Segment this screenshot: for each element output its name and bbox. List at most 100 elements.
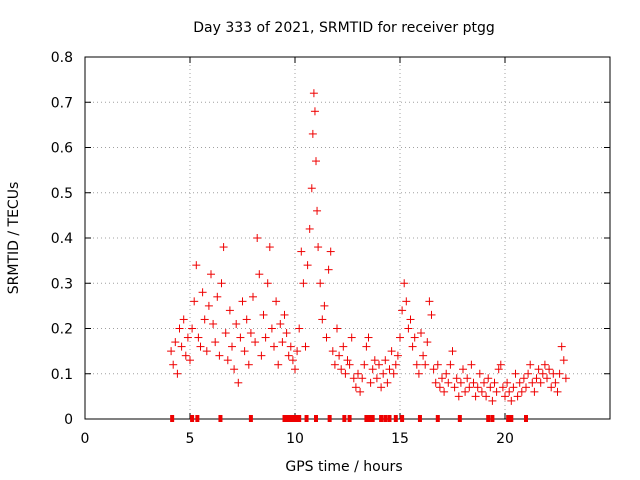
data-point <box>261 333 270 342</box>
y-tick-label: 0.2 <box>51 322 73 338</box>
data-point <box>450 383 459 392</box>
data-point <box>223 356 232 365</box>
data-point <box>225 306 234 315</box>
data-point <box>295 324 304 333</box>
y-tick-label: 0.6 <box>51 141 73 157</box>
data-point <box>553 387 562 396</box>
gap-marker <box>195 415 200 422</box>
gap-marker <box>400 415 405 422</box>
data-point <box>421 360 430 369</box>
data-point <box>412 360 421 369</box>
data-point <box>293 347 302 356</box>
data-point <box>381 356 390 365</box>
data-point <box>213 292 222 301</box>
data-point <box>419 351 428 360</box>
gap-marker <box>486 415 491 422</box>
data-point <box>534 365 543 374</box>
data-point <box>408 342 417 351</box>
data-point <box>459 365 467 374</box>
data-point <box>469 378 478 387</box>
x-tick-label: 10 <box>286 431 304 447</box>
data-point <box>444 378 453 387</box>
data-point <box>442 369 451 378</box>
data-point <box>349 374 358 383</box>
data-point <box>431 378 440 387</box>
data-point <box>234 378 243 387</box>
gap-marker <box>287 415 292 422</box>
gap-marker <box>248 415 253 422</box>
data-point <box>274 360 283 369</box>
gap-marker <box>170 415 175 422</box>
data-point <box>190 297 199 306</box>
data-point <box>272 297 281 306</box>
data-point <box>333 324 341 333</box>
data-point <box>513 392 522 401</box>
data-point <box>169 360 178 369</box>
data-point <box>347 333 356 342</box>
data-point <box>402 297 411 306</box>
data-point <box>284 351 293 360</box>
data-point <box>429 365 438 374</box>
data-point <box>299 279 308 288</box>
data-point <box>175 324 184 333</box>
data-point <box>509 383 518 392</box>
data-point <box>230 365 239 374</box>
data-point <box>343 356 352 365</box>
data-point <box>211 338 220 347</box>
gap-marker <box>293 415 297 422</box>
gap-marker <box>218 415 223 422</box>
data-point <box>255 270 264 279</box>
data-point <box>263 279 272 288</box>
gap-marker <box>284 415 289 422</box>
data-point <box>188 324 197 333</box>
data-point <box>515 378 524 387</box>
data-point <box>322 333 331 342</box>
data-point <box>547 383 556 392</box>
gap-marker <box>364 415 369 422</box>
data-point <box>385 365 394 374</box>
data-point <box>490 378 499 387</box>
data-point <box>356 387 365 396</box>
data-point <box>501 392 509 401</box>
data-point <box>167 347 176 356</box>
data-point <box>517 387 526 396</box>
data-point <box>330 360 339 369</box>
data-point <box>507 396 516 405</box>
data-point <box>456 378 465 387</box>
data-point <box>297 247 306 256</box>
data-point <box>179 315 188 324</box>
data-point <box>194 333 203 342</box>
gap-marker <box>342 415 347 422</box>
data-point <box>383 378 392 387</box>
gap-marker <box>190 415 195 422</box>
data-point <box>337 365 346 374</box>
data-point <box>341 369 350 378</box>
data-point <box>303 261 312 270</box>
data-point <box>198 288 207 297</box>
gap-marker <box>393 415 398 422</box>
data-point <box>215 351 224 360</box>
data-point <box>492 387 501 396</box>
data-point <box>377 383 386 392</box>
gap-marker <box>490 415 495 422</box>
data-point <box>435 383 444 392</box>
data-point <box>511 369 520 378</box>
data-point <box>393 351 402 360</box>
data-point <box>396 333 404 342</box>
data-point <box>498 383 507 392</box>
data-point <box>219 243 228 252</box>
y-tick-label: 0.4 <box>51 231 73 247</box>
data-point <box>368 365 377 374</box>
data-point <box>404 324 413 333</box>
data-point <box>251 338 260 347</box>
data-point <box>561 374 570 383</box>
data-point <box>398 306 407 315</box>
data-point <box>448 347 457 356</box>
gap-marker <box>524 415 528 422</box>
data-point <box>328 347 337 356</box>
data-point <box>173 369 182 378</box>
data-point <box>238 297 247 306</box>
data-point <box>414 369 423 378</box>
data-point <box>494 365 503 374</box>
data-point <box>259 310 268 319</box>
